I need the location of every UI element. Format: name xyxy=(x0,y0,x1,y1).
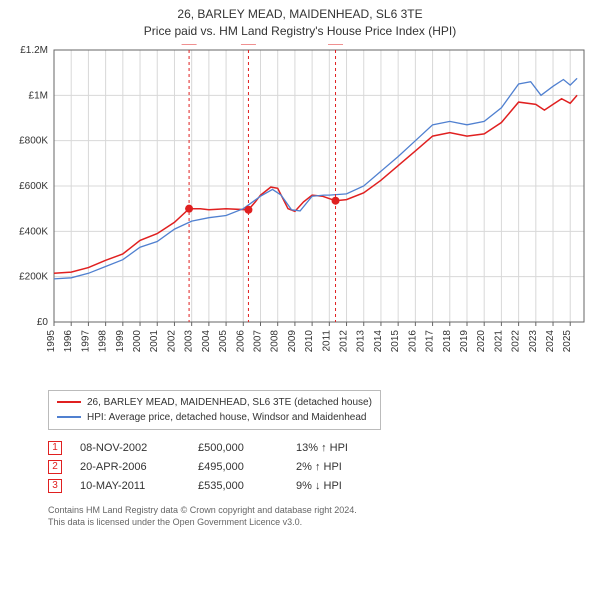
svg-text:1999: 1999 xyxy=(115,329,126,352)
legend-row: 26, BARLEY MEAD, MAIDENHEAD, SL6 3TE (de… xyxy=(57,395,372,410)
svg-text:2013: 2013 xyxy=(356,329,367,352)
event-price: £535,000 xyxy=(198,480,278,492)
event-date: 20-APR-2006 xyxy=(80,461,180,473)
footer-attribution: Contains HM Land Registry data © Crown c… xyxy=(48,504,592,528)
svg-text:2014: 2014 xyxy=(373,329,384,352)
legend-swatch xyxy=(57,416,81,418)
svg-text:2006: 2006 xyxy=(235,329,246,352)
svg-text:£1.2M: £1.2M xyxy=(20,45,48,56)
svg-text:2010: 2010 xyxy=(304,329,315,352)
legend-swatch xyxy=(57,401,81,403)
svg-text:£800K: £800K xyxy=(19,135,48,146)
svg-text:2011: 2011 xyxy=(321,329,332,351)
events-table: 1 08-NOV-2002 £500,000 13% ↑ HPI 2 20-APR-200… xyxy=(48,436,592,498)
svg-text:£400K: £400K xyxy=(19,226,48,237)
event-row: 1 08-NOV-2002 £500,000 13% ↑ HPI xyxy=(48,441,592,455)
event-marker: 2 xyxy=(48,460,62,474)
event-delta: 9% ↓ HPI xyxy=(296,480,386,492)
event-price: £500,000 xyxy=(198,442,278,454)
event-row: 3 10-MAY-2011 £535,000 9% ↓ HPI xyxy=(48,479,592,493)
event-delta: 2% ↑ HPI xyxy=(296,461,386,473)
event-date: 08-NOV-2002 xyxy=(80,442,180,454)
svg-text:1998: 1998 xyxy=(98,329,109,352)
svg-text:£200K: £200K xyxy=(19,271,48,282)
svg-text:1997: 1997 xyxy=(80,329,91,352)
svg-text:2023: 2023 xyxy=(528,329,539,352)
event-marker: 3 xyxy=(48,479,62,493)
chart-area: £0 £200K £400K £600K £800K £1M £1.2M 1995 1996 19… xyxy=(8,44,592,384)
svg-text:2002: 2002 xyxy=(166,329,177,352)
svg-text:2015: 2015 xyxy=(390,329,401,352)
svg-text:2000: 2000 xyxy=(132,329,143,352)
event-marker: 1 xyxy=(48,441,62,455)
legend: 26, BARLEY MEAD, MAIDENHEAD, SL6 3TE (de… xyxy=(48,390,381,430)
svg-text:2021: 2021 xyxy=(493,329,504,352)
svg-text:£600K: £600K xyxy=(19,181,48,192)
svg-text:1996: 1996 xyxy=(63,329,74,352)
legend-label: 26, BARLEY MEAD, MAIDENHEAD, SL6 3TE (de… xyxy=(87,395,372,410)
footer-line1: Contains HM Land Registry data © Crown c… xyxy=(48,504,592,516)
title-line2: Price paid vs. HM Land Registry's House … xyxy=(8,23,592,40)
svg-text:2024: 2024 xyxy=(545,329,556,352)
legend-row: HPI: Average price, detached house, Wind… xyxy=(57,410,372,425)
svg-text:2009: 2009 xyxy=(287,329,298,352)
svg-text:2008: 2008 xyxy=(270,329,281,352)
event-date: 10-MAY-2011 xyxy=(80,480,180,492)
svg-text:2012: 2012 xyxy=(339,329,350,352)
title-line1: 26, BARLEY MEAD, MAIDENHEAD, SL6 3TE xyxy=(8,6,592,23)
svg-text:2019: 2019 xyxy=(459,329,470,352)
event-row: 2 20-APR-2006 £495,000 2% ↑ HPI xyxy=(48,460,592,474)
svg-text:2017: 2017 xyxy=(425,329,436,352)
svg-text:2003: 2003 xyxy=(184,329,195,352)
svg-text:2020: 2020 xyxy=(476,329,487,352)
svg-text:1995: 1995 xyxy=(46,329,57,352)
event-price: £495,000 xyxy=(198,461,278,473)
svg-text:2004: 2004 xyxy=(201,329,212,352)
title-block: 26, BARLEY MEAD, MAIDENHEAD, SL6 3TE Pri… xyxy=(8,6,592,40)
event-delta: 13% ↑ HPI xyxy=(296,442,386,454)
footer-line2: This data is licensed under the Open Gov… xyxy=(48,516,592,528)
svg-text:£0: £0 xyxy=(37,317,49,328)
svg-text:2016: 2016 xyxy=(407,329,418,352)
legend-label: HPI: Average price, detached house, Wind… xyxy=(87,410,366,425)
svg-text:2018: 2018 xyxy=(442,329,453,352)
chart-svg: £0 £200K £400K £600K £800K £1M £1.2M 1995 1996 19… xyxy=(8,44,592,384)
svg-text:2005: 2005 xyxy=(218,329,229,352)
svg-text:2001: 2001 xyxy=(149,329,160,352)
svg-text:2007: 2007 xyxy=(252,329,263,352)
svg-text:2025: 2025 xyxy=(562,329,573,352)
chart-container: 26, BARLEY MEAD, MAIDENHEAD, SL6 3TE Pri… xyxy=(0,0,600,590)
svg-text:2022: 2022 xyxy=(511,329,522,352)
svg-text:£1M: £1M xyxy=(29,90,48,101)
